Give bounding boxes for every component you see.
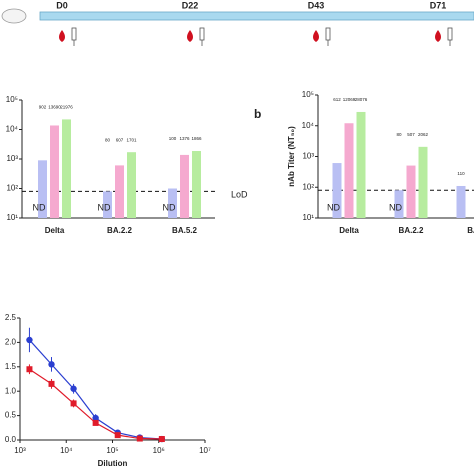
bar: [418, 146, 428, 218]
nd-label: ND: [33, 202, 46, 212]
value-label: 2062: [418, 132, 429, 137]
bar: [344, 123, 354, 218]
marker: [26, 366, 33, 373]
marker: [92, 419, 99, 426]
value-label: 21976: [60, 105, 73, 110]
marker: [158, 436, 165, 443]
y-tick-label: 10⁵: [302, 90, 314, 99]
x-axis-label: Dilution: [98, 459, 128, 468]
marker: [70, 385, 77, 392]
syringe: [71, 27, 77, 41]
bar: [127, 152, 136, 218]
value-label: 28076: [355, 97, 368, 102]
x-tick-label: BA.2.2: [399, 226, 424, 235]
x-tick-label: 10⁷: [199, 446, 211, 455]
nd-label: ND: [163, 202, 176, 212]
blood-drop: [187, 30, 193, 42]
bar: [38, 160, 47, 218]
panel-label: b: [254, 107, 261, 121]
value-label: 1701: [126, 137, 137, 142]
x-tick-label: BA: [467, 226, 474, 235]
value-label: 80: [105, 137, 111, 142]
marker: [48, 361, 55, 368]
value-label: 1866: [191, 136, 202, 141]
bar: [406, 165, 416, 218]
value-label: 80: [396, 132, 402, 137]
lod-label: LoD: [231, 190, 248, 200]
blood-drop: [435, 30, 441, 42]
bar: [50, 125, 59, 218]
bar: [168, 188, 177, 218]
y-tick-label: 10¹: [302, 213, 314, 222]
value-label: 607: [116, 137, 124, 142]
bar: [356, 111, 366, 218]
y-tick-label: 10²: [6, 184, 18, 193]
y-tick-label: 10⁴: [302, 121, 315, 130]
y-tick-label: 1.0: [5, 386, 17, 395]
value-label: 902: [39, 105, 47, 110]
x-tick-label: BA.5.2: [172, 226, 197, 235]
syringe: [325, 27, 331, 41]
y-tick-label: 2.5: [5, 313, 17, 322]
marker: [114, 432, 121, 439]
y-tick-label: 10⁵: [6, 95, 18, 104]
blood-drop: [59, 30, 65, 42]
value-label: 100: [169, 136, 177, 141]
x-tick-label: 10⁴: [60, 446, 73, 455]
timeline-label: D22: [182, 0, 199, 10]
x-tick-label: Delta: [45, 226, 65, 235]
marker: [136, 435, 143, 442]
timeline-bar: [39, 11, 474, 21]
bar: [332, 163, 342, 218]
marker: [48, 380, 55, 387]
timeline-label: D71: [430, 0, 447, 10]
syringe: [199, 27, 205, 41]
marker: [26, 336, 33, 344]
bar: [192, 151, 201, 218]
syringe: [447, 27, 453, 41]
x-tick-label: Delta: [339, 226, 359, 235]
bar: [456, 185, 466, 218]
value-label: 13690: [48, 105, 61, 110]
bar: [180, 154, 189, 218]
nd-label: ND: [389, 202, 402, 212]
y-tick-label: 1.5: [5, 362, 17, 371]
bar: [394, 190, 404, 218]
blood-drop: [313, 30, 319, 42]
y-tick-label: 0.0: [5, 435, 17, 444]
x-tick-label: 10³: [14, 446, 26, 455]
y-tick-label: 10³: [6, 154, 18, 163]
timeline-label: D43: [308, 0, 325, 10]
y-tick-label: 10¹: [6, 213, 18, 222]
timeline-label: D0: [56, 0, 68, 10]
y-tick-label: 10²: [302, 182, 314, 191]
bar: [62, 119, 71, 218]
bar: [103, 191, 112, 218]
y-tick-label: 10³: [302, 152, 314, 161]
marker: [92, 414, 99, 422]
mouse-icon: [1, 8, 27, 24]
y-tick-label: 0.5: [5, 411, 17, 420]
x-tick-label: 10⁵: [106, 446, 118, 455]
x-tick-label: BA.2.2: [107, 226, 132, 235]
value-label: 110: [457, 171, 465, 176]
y-axis-label: nAb Titer (NT₅₀): [287, 126, 296, 187]
y-tick-label: 2.0: [5, 338, 17, 347]
series-line: [29, 368, 162, 440]
value-label: 1376: [179, 136, 190, 141]
value-label: 12069: [343, 97, 356, 102]
value-label: 612: [333, 97, 341, 102]
nd-label: ND: [98, 202, 111, 212]
value-label: 507: [407, 132, 415, 137]
y-tick-label: 10⁴: [6, 125, 19, 134]
x-tick-label: 10⁶: [153, 446, 165, 455]
nd-label: ND: [327, 202, 340, 212]
bar: [115, 165, 124, 218]
marker: [70, 400, 77, 407]
